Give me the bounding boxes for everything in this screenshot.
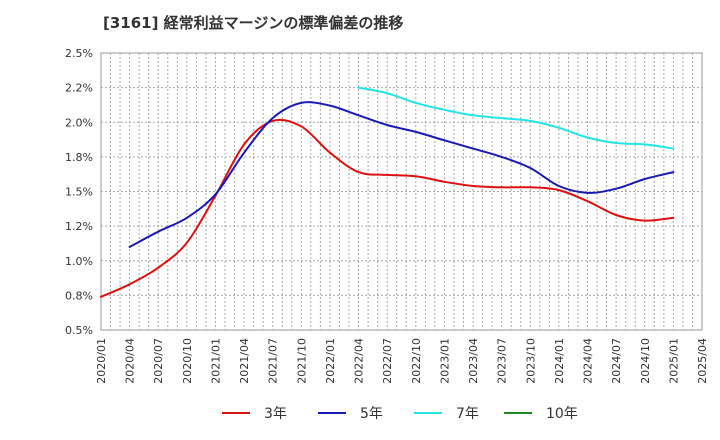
y-tick-label: 0.5% bbox=[65, 324, 93, 337]
x-tick-label: 2024/10 bbox=[639, 338, 652, 384]
x-tick-label: 2020/10 bbox=[181, 338, 194, 384]
x-tick-label: 2023/10 bbox=[524, 338, 537, 384]
x-tick-label: 2022/04 bbox=[353, 338, 366, 384]
x-tick-label: 2025/01 bbox=[667, 338, 680, 384]
x-tick-label: 2020/04 bbox=[124, 338, 137, 384]
series-line-2 bbox=[357, 86, 675, 150]
x-tick-label: 2024/04 bbox=[582, 338, 595, 384]
chart-title: [3161] 経常利益マージンの標準偏差の推移 bbox=[103, 14, 404, 32]
x-tick-label: 2021/01 bbox=[209, 338, 222, 384]
series-line-1 bbox=[128, 101, 675, 248]
y-tick-label: 2.2% bbox=[65, 82, 93, 95]
x-tick-label: 2022/01 bbox=[324, 338, 337, 384]
y-tick-label: 1.8% bbox=[65, 151, 93, 164]
x-tick-label: 2021/07 bbox=[267, 338, 280, 384]
x-tick-label: 2024/01 bbox=[553, 338, 566, 384]
x-tick-label: 2023/01 bbox=[438, 338, 451, 384]
legend-label-1: 5年 bbox=[360, 406, 383, 422]
x-tick-label: 2021/10 bbox=[295, 338, 308, 384]
y-tick-label: 1.5% bbox=[65, 186, 93, 199]
x-tick-label: 2023/04 bbox=[467, 338, 480, 384]
x-tick-label: 2022/10 bbox=[410, 338, 423, 384]
y-tick-label: 0.8% bbox=[65, 289, 93, 302]
legend-label-3: 10年 bbox=[546, 406, 578, 422]
y-tick-label: 2.0% bbox=[65, 116, 93, 129]
y-tick-label: 1.2% bbox=[65, 220, 93, 233]
x-tick-label: 2020/01 bbox=[95, 338, 108, 384]
legend-label-2: 7年 bbox=[456, 406, 479, 422]
y-tick-label: 1.0% bbox=[65, 255, 93, 268]
x-tick-label: 2021/04 bbox=[238, 338, 251, 384]
x-tick-label: 2020/07 bbox=[152, 338, 165, 384]
y-tick-label: 2.5% bbox=[65, 47, 93, 60]
x-tick-label: 2025/04 bbox=[696, 338, 709, 384]
x-tick-label: 2022/07 bbox=[381, 338, 394, 384]
x-tick-label: 2023/07 bbox=[496, 338, 509, 384]
legend-label-0: 3年 bbox=[264, 406, 287, 422]
x-tick-label: 2024/07 bbox=[610, 338, 623, 384]
series-line-0 bbox=[100, 118, 675, 298]
